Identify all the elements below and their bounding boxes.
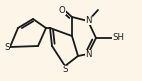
Text: SH: SH — [112, 34, 125, 43]
Text: O: O — [58, 6, 66, 14]
Text: N: N — [85, 16, 92, 25]
Text: S: S — [4, 43, 10, 52]
Text: S: S — [62, 65, 68, 74]
Text: O: O — [59, 6, 65, 14]
Text: SH: SH — [113, 34, 125, 43]
Text: N: N — [85, 50, 92, 59]
Text: N: N — [85, 16, 92, 25]
Text: S: S — [62, 65, 68, 74]
Text: N: N — [85, 50, 92, 59]
Text: S: S — [4, 43, 10, 52]
